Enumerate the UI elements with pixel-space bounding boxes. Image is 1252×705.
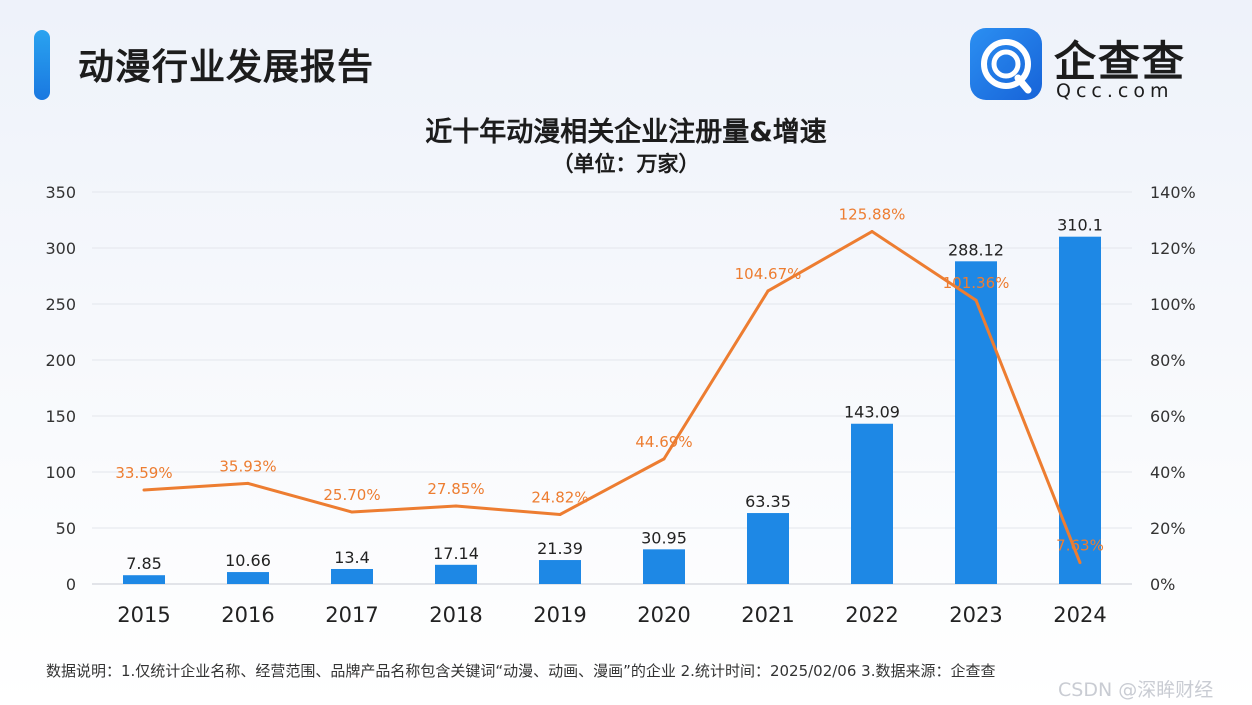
logo-domain: Qcc.com [1056, 80, 1174, 102]
y-right-tick-label: 60% [1150, 407, 1186, 426]
line-value-label: 101.36% [943, 274, 1010, 292]
footer-note: 数据说明：1.仅统计企业名称、经营范围、品牌产品名称包含关键词“动漫、动画、漫画… [46, 662, 996, 680]
x-tick-label: 2022 [845, 603, 898, 627]
bar-value-label: 17.14 [433, 544, 479, 563]
y-left-tick-label: 350 [45, 183, 76, 202]
bar-value-label: 310.1 [1057, 216, 1103, 235]
y-right-tick-label: 140% [1150, 183, 1196, 202]
bar [539, 560, 581, 584]
chart-subtitle: （单位：万家） [552, 152, 700, 176]
y-right-tick-label: 20% [1150, 519, 1186, 538]
x-tick-label: 2018 [429, 603, 482, 627]
bar [851, 423, 893, 584]
line-value-label: 25.70% [323, 486, 380, 504]
page-title: 动漫行业发展报告 [78, 47, 375, 88]
line-value-label: 33.59% [115, 464, 172, 482]
y-left-tick-label: 150 [45, 407, 76, 426]
x-tick-label: 2021 [741, 603, 794, 627]
x-axis-ticks: 2015 2016 2017 2018 2019 2020 2021 2022 2023 2024 [117, 603, 1106, 627]
line-point [350, 510, 354, 514]
line-point [454, 504, 458, 508]
line-value-label: 35.93% [219, 457, 276, 475]
bar [123, 575, 165, 584]
line-point [662, 457, 666, 461]
growth-line [143, 230, 1082, 564]
qcc-logo: 企查查 Qcc.com [970, 28, 1220, 108]
x-tick-label: 2016 [221, 603, 274, 627]
y-right-tick-label: 120% [1150, 239, 1196, 258]
x-tick-label: 2019 [533, 603, 586, 627]
bar [435, 564, 477, 584]
bar-series [123, 236, 1101, 585]
bar [331, 568, 373, 584]
bar-value-label: 288.12 [948, 240, 1004, 259]
y-left-tick-label: 250 [45, 295, 76, 314]
bar-value-label: 143.09 [844, 403, 900, 422]
data-labels: 7.85 10.66 13.4 17.14 21.39 30.95 63.35 143.09 2… [115, 206, 1103, 574]
bar-value-label: 30.95 [641, 528, 687, 547]
x-tick-label: 2023 [949, 603, 1002, 627]
line-value-label: 125.88% [839, 206, 906, 224]
y-right-tick-label: 100% [1150, 295, 1196, 314]
bar [227, 572, 269, 584]
x-tick-label: 2020 [637, 603, 690, 627]
bar [747, 513, 789, 584]
line-value-label: 44.69% [635, 433, 692, 451]
right-axis-ticks: 0% 20% 40% 60% 80% 100% 120% 140% [1150, 183, 1196, 594]
bar-value-label: 7.85 [126, 554, 162, 573]
line-point [766, 289, 770, 293]
x-tick-label: 2024 [1053, 603, 1106, 627]
line-value-label: 7.63% [1056, 537, 1104, 555]
bar [955, 261, 997, 584]
y-left-tick-label: 300 [45, 239, 76, 258]
y-left-tick-label: 50 [56, 519, 76, 538]
line-value-label: 104.67% [735, 265, 802, 283]
y-right-tick-label: 40% [1150, 463, 1186, 482]
header-accent-bar [34, 30, 50, 100]
line-point [1078, 561, 1082, 565]
y-left-tick-label: 0 [66, 575, 76, 594]
bar-value-label: 63.35 [745, 492, 791, 511]
line-point [246, 481, 250, 485]
chart-title: 近十年动漫相关企业注册量&增速 [425, 117, 827, 148]
qcc-logo-icon [970, 28, 1042, 100]
logo-name: 企查查 [1054, 37, 1187, 86]
watermark: CSDN @深眸财经 [1058, 679, 1214, 701]
x-tick-label: 2017 [325, 603, 378, 627]
line-point [558, 513, 562, 517]
bar-value-label: 21.39 [537, 539, 583, 558]
y-left-tick-label: 100 [45, 463, 76, 482]
line-value-label: 27.85% [427, 480, 484, 498]
line-point [974, 298, 978, 302]
line-series [142, 230, 1082, 565]
y-right-tick-label: 0% [1150, 575, 1175, 594]
line-point [870, 230, 874, 234]
bar [1059, 236, 1101, 585]
bar-value-label: 10.66 [225, 551, 271, 570]
y-right-tick-label: 80% [1150, 351, 1186, 370]
bar-value-label: 13.4 [334, 548, 370, 567]
line-value-label: 24.82% [531, 489, 588, 507]
left-axis-ticks: 0 50 100 150 200 250 300 350 [45, 183, 76, 594]
line-point [142, 488, 146, 492]
x-tick-label: 2015 [117, 603, 170, 627]
bar [643, 549, 685, 584]
y-left-tick-label: 200 [45, 351, 76, 370]
